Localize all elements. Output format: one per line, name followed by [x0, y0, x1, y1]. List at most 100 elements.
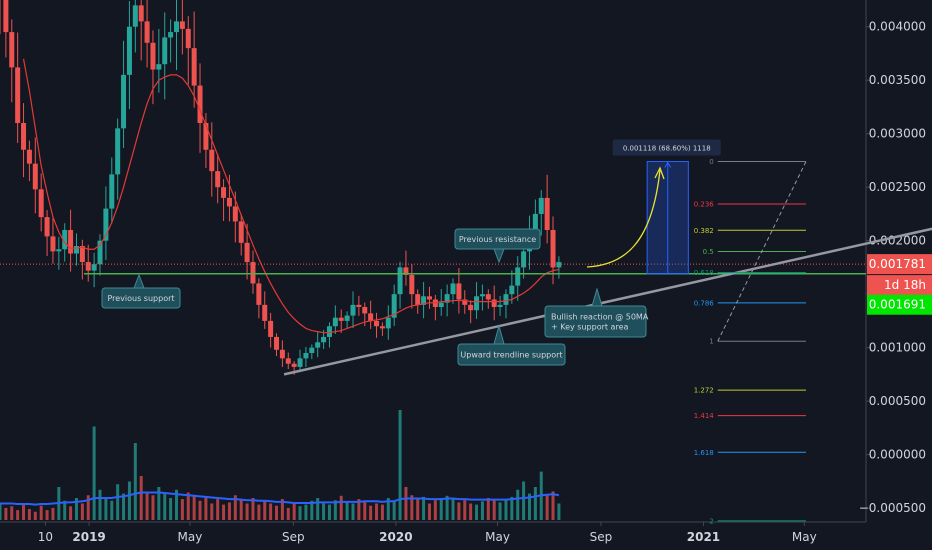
candle-body [509, 285, 515, 295]
candle-body [274, 336, 280, 350]
candle-body [532, 213, 538, 236]
callout-bullish-reaction: Bullish reaction @ 50MA+ Key support are… [544, 287, 649, 338]
candle-body [115, 128, 121, 175]
price-range-label-box [612, 139, 721, 156]
price-tag-box [867, 275, 932, 296]
volume-bar [492, 500, 496, 520]
volume-bar [210, 503, 214, 520]
volume-bar [498, 502, 502, 520]
volume-bar [527, 493, 531, 520]
candle-body [144, 21, 150, 43]
volume-bar [180, 499, 184, 520]
candle-body [303, 352, 309, 359]
candle-body [262, 304, 268, 321]
candle-body [321, 336, 327, 343]
candle-body [415, 294, 421, 305]
volume-bar [416, 499, 420, 520]
x-tick-label: 2019 [72, 530, 105, 544]
volume-bar [92, 426, 96, 520]
volume-bar [422, 496, 426, 520]
callout-text: Previous support [107, 294, 174, 303]
volume-bar [433, 500, 437, 520]
y-tick-label: 0.002500 [869, 180, 926, 194]
candle-body [344, 315, 350, 321]
candle-body [221, 187, 227, 198]
callout-text: + Key support area [551, 323, 628, 332]
x-tick-label: 2020 [379, 530, 412, 544]
candle-body [479, 294, 485, 297]
candle-body [503, 294, 509, 305]
candle-body [3, 0, 9, 33]
candle-body [315, 342, 321, 348]
x-tick-label: Sep [590, 530, 613, 544]
volume-bar [257, 504, 261, 520]
candle-body [309, 347, 315, 353]
price-tag-text: 1d 18h [884, 278, 926, 292]
candle-body [85, 262, 91, 271]
volume-bar [33, 511, 37, 520]
candle-body [468, 304, 474, 311]
candle-body [397, 267, 403, 295]
volume-bar [16, 510, 20, 520]
candle-body [391, 294, 397, 318]
candle-body [379, 326, 385, 329]
candle-body [26, 149, 32, 164]
candle-body [521, 251, 527, 268]
candle-body [15, 67, 21, 124]
candle-body [126, 26, 132, 75]
candle-body [356, 304, 362, 307]
upward-trendline [283, 227, 932, 376]
volume-bar [186, 492, 190, 520]
candle-body [279, 349, 285, 359]
fibonacci-retracement: 0 0.236 0.382 0.5 0.618 0.786 1 1.272 1.414 1.618… [694, 158, 807, 525]
candle-body [544, 197, 550, 230]
volume-bar [310, 500, 314, 520]
fib-level-label: 1.414 [694, 412, 715, 420]
volume-bar [322, 503, 326, 520]
callout-pointer [493, 248, 505, 264]
volume-bar [545, 495, 549, 520]
y-tick-label: 0.003500 [869, 73, 926, 87]
volume-bar [551, 491, 555, 520]
price-axis-tag: 0.001691 [867, 294, 932, 315]
projection-arrow [586, 169, 661, 268]
x-tick-label: 10 [38, 530, 53, 544]
price-tag-box [867, 294, 932, 315]
callout-text: Bullish reaction @ 50MA [551, 313, 649, 322]
volume-bar [151, 495, 155, 520]
candle-body [385, 317, 391, 329]
volume-bar [80, 503, 84, 520]
volume-bar [22, 504, 26, 520]
volume-bar [280, 499, 284, 520]
candle-body [497, 304, 503, 307]
candle-body [56, 249, 62, 252]
candle-body [409, 274, 415, 295]
volume-bar [339, 495, 343, 520]
candle-body [44, 217, 50, 237]
fib-level-label: 1.272 [694, 387, 714, 395]
candle-series [0, 0, 562, 375]
y-tick-label: 0.003000 [869, 127, 926, 141]
fib-level-label: 2 [709, 517, 713, 525]
candle-body [450, 283, 456, 295]
candle-body [456, 283, 462, 300]
candle-body [215, 171, 221, 188]
volume-bar [333, 500, 337, 520]
candle-body [474, 296, 480, 311]
candle-body [121, 74, 127, 129]
fib-level-label: 1 [709, 338, 713, 346]
x-tick-label: Sep [282, 530, 305, 544]
fib-level-label: 0.5 [703, 248, 714, 256]
callout-upward-trendline-support: Upward trendline support [457, 324, 566, 366]
volume-bar [98, 489, 102, 520]
candle-body [21, 123, 27, 150]
volume-bar [122, 493, 126, 520]
candle-body [285, 358, 291, 364]
fib-level-label: 0.786 [694, 299, 715, 307]
volume-bar [74, 498, 78, 520]
volume-bar [227, 502, 231, 520]
candle-body [462, 299, 468, 305]
candle-body [203, 123, 209, 150]
